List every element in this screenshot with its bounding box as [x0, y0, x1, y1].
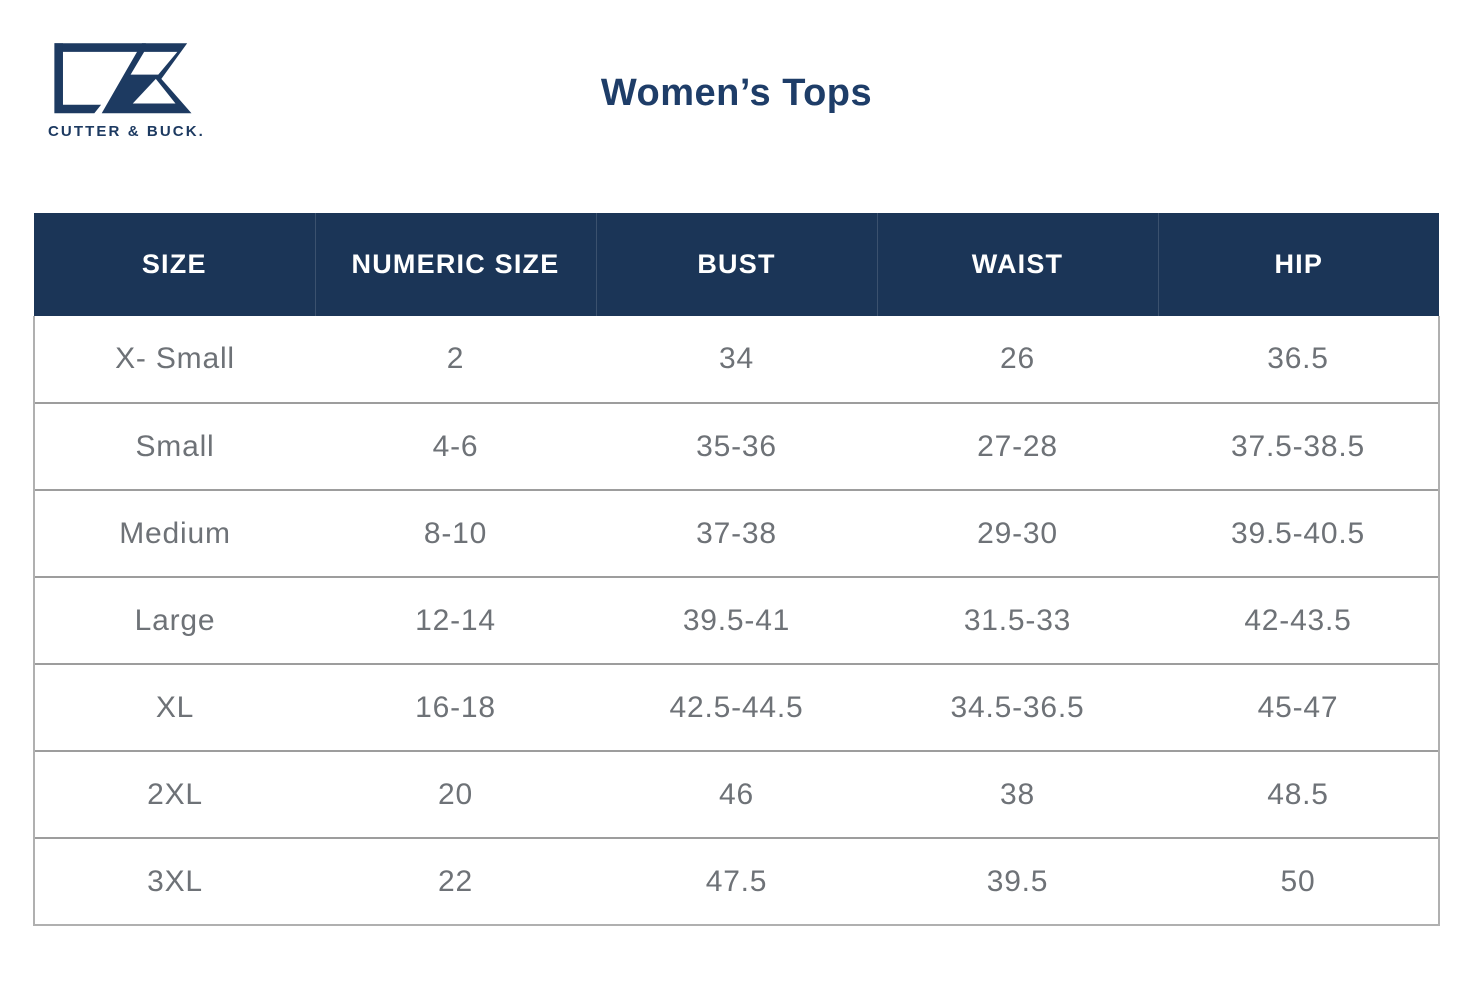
table-row: Large 12-14 39.5-41 31.5-33 42-43.5 [33, 576, 1440, 664]
column-header-numeric-size: NUMERIC SIZE [314, 213, 596, 316]
column-header-size: SIZE [34, 213, 315, 316]
measurement-cell: 26 [877, 316, 1158, 403]
measurement-cell: 47.5 [596, 837, 877, 926]
size-label-cell: Medium [33, 489, 315, 577]
size-label-cell: 2XL [33, 750, 315, 838]
page-title: Women’s Tops [600, 72, 873, 114]
table-row: Small 4-6 35-36 27-28 37.5-38.5 [33, 402, 1440, 490]
brand-logo: CUTTER & BUCK. [48, 34, 208, 140]
measurement-cell: 34.5-36.5 [877, 663, 1158, 751]
table-row: Medium 8-10 37-38 29-30 39.5-40.5 [33, 489, 1440, 577]
table-body: X- Small 2 34 26 36.5 Small 4-6 35-36 27-28 37.5-… [33, 316, 1440, 926]
measurement-cell: 8-10 [315, 489, 596, 577]
size-label-cell: Large [33, 576, 315, 664]
table-row: XL 16-18 42.5-44.5 34.5-36.5 45-47 [33, 663, 1440, 751]
size-label-cell: Small [33, 402, 315, 490]
measurement-cell: 48.5 [1158, 750, 1440, 838]
table-header: SIZE NUMERIC SIZE BUST WAIST HIP [34, 213, 1439, 316]
measurement-cell: 27-28 [877, 402, 1158, 490]
measurement-cell: 37.5-38.5 [1158, 402, 1440, 490]
column-header-hip: HIP [1157, 213, 1439, 316]
measurement-cell: 39.5-41 [596, 576, 877, 664]
measurement-cell: 38 [877, 750, 1158, 838]
measurement-cell: 50 [1158, 837, 1440, 926]
table-row: X- Small 2 34 26 36.5 [33, 316, 1440, 403]
measurement-cell: 36.5 [1158, 316, 1440, 403]
measurement-cell: 39.5 [877, 837, 1158, 926]
brand-wordmark: CUTTER & BUCK. [48, 123, 205, 140]
measurement-cell: 37-38 [596, 489, 877, 577]
column-header-bust: BUST [595, 213, 877, 316]
measurement-cell: 4-6 [315, 402, 596, 490]
measurement-cell: 2 [315, 316, 596, 403]
table-header-row: SIZE NUMERIC SIZE BUST WAIST HIP [34, 213, 1439, 316]
measurement-cell: 29-30 [877, 489, 1158, 577]
page-header: CUTTER & BUCK. Women’s Tops [0, 0, 1473, 213]
measurement-cell: 42-43.5 [1158, 576, 1440, 664]
measurement-cell: 20 [315, 750, 596, 838]
size-label-cell: X- Small [33, 316, 315, 403]
measurement-cell: 16-18 [315, 663, 596, 751]
measurement-cell: 22 [315, 837, 596, 926]
measurement-cell: 46 [596, 750, 877, 838]
size-label-cell: XL [33, 663, 315, 751]
measurement-cell: 42.5-44.5 [596, 663, 877, 751]
measurement-cell: 35-36 [596, 402, 877, 490]
cutter-buck-monogram-icon [54, 43, 192, 114]
table-row: 3XL 22 47.5 39.5 50 [33, 837, 1440, 926]
size-chart-table: SIZE NUMERIC SIZE BUST WAIST HIP X- Small 2 34… [33, 213, 1440, 926]
size-label-cell: 3XL [33, 837, 315, 926]
measurement-cell: 39.5-40.5 [1158, 489, 1440, 577]
measurement-cell: 12-14 [315, 576, 596, 664]
table-row: 2XL 20 46 38 48.5 [33, 750, 1440, 838]
measurement-cell: 34 [596, 316, 877, 403]
measurement-cell: 31.5-33 [877, 576, 1158, 664]
column-header-waist: WAIST [876, 213, 1158, 316]
measurement-cell: 45-47 [1158, 663, 1440, 751]
